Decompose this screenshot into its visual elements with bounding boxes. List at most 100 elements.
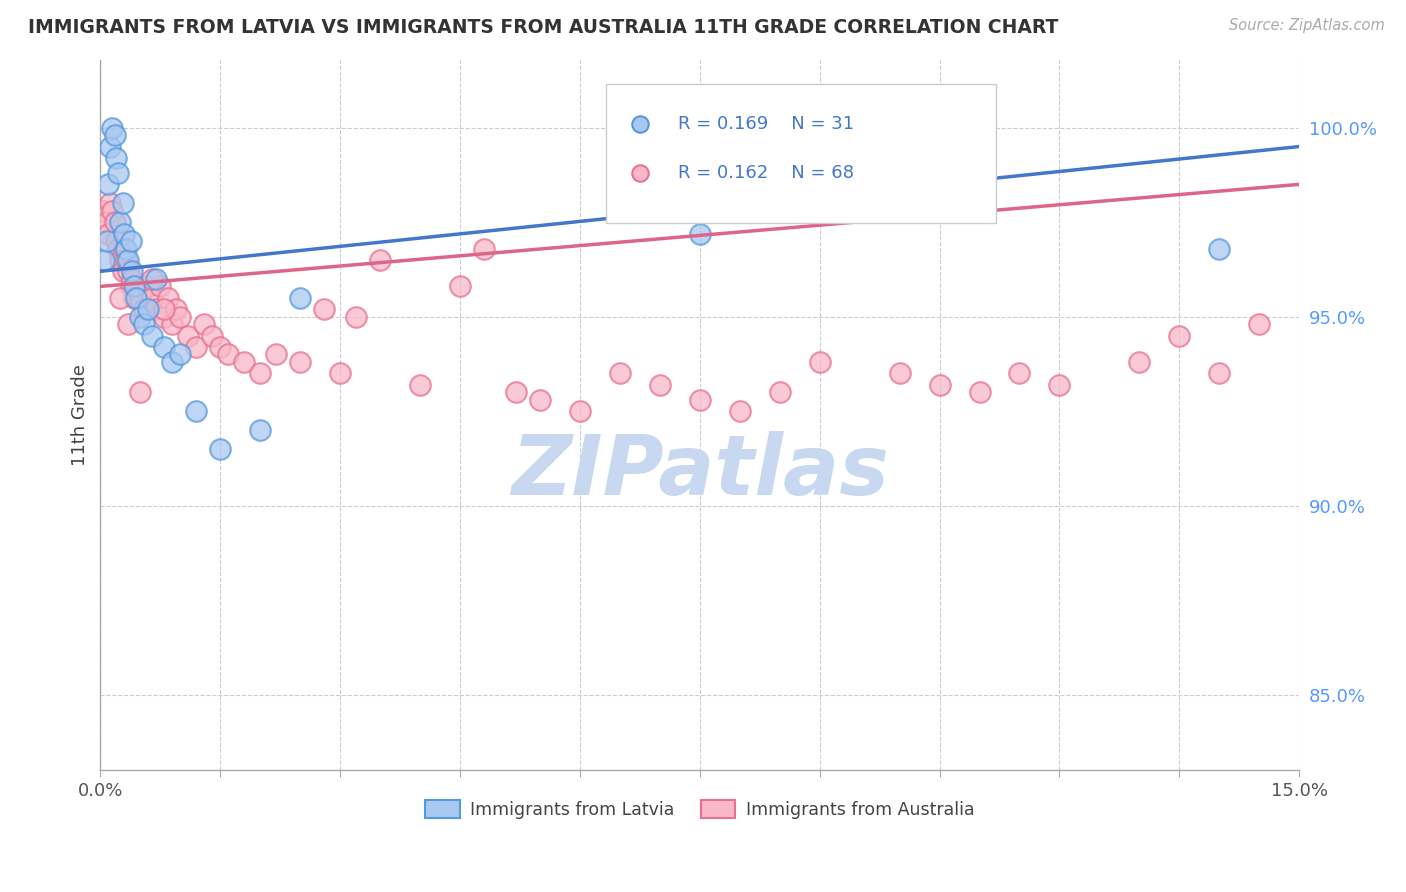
Point [134,317,156,331]
Point [193,317,215,331]
Point [1208,242,1230,256]
Text: Source: ZipAtlas.com: Source: ZipAtlas.com [1229,18,1385,33]
Point [122,291,145,305]
Point [101,120,124,135]
Point [134,302,156,317]
Point [117,317,139,331]
Point [969,385,991,400]
Point [115,252,138,267]
Point [249,367,271,381]
Point [117,264,139,278]
Point [125,291,148,305]
Point [449,279,471,293]
Point [97,227,120,241]
Text: R = 0.169    N = 31: R = 0.169 N = 31 [678,114,855,133]
Point [121,264,143,278]
Point [209,442,232,456]
Point [121,272,143,286]
Point [136,279,159,293]
Point [928,377,950,392]
Point [1249,317,1271,331]
Point [96,215,118,229]
Legend: Immigrants from Latvia, Immigrants from Australia: Immigrants from Latvia, Immigrants from … [418,793,981,826]
Point [329,367,352,381]
Point [120,279,142,293]
Point [769,385,792,400]
Point [120,234,142,248]
Point [98,139,121,153]
Point [609,367,631,381]
Point [145,302,167,317]
Point [162,355,184,369]
Point [209,340,232,354]
Point [129,291,152,305]
Point [141,328,163,343]
Point [201,328,224,343]
Point [314,302,336,317]
Point [141,291,163,305]
Point [162,317,184,331]
Point [568,404,591,418]
Point [115,242,138,256]
Point [149,279,172,293]
Point [111,196,134,211]
Point [728,404,751,418]
Point [1128,355,1150,369]
Point [169,347,191,361]
Point [136,302,159,317]
Point [107,166,129,180]
Point [153,340,176,354]
Point [233,355,256,369]
Text: ZIPatlas: ZIPatlas [510,432,889,512]
Point [98,196,121,211]
Point [157,291,180,305]
Point [122,279,145,293]
Point [505,385,527,400]
Point [153,302,176,317]
Text: IMMIGRANTS FROM LATVIA VS IMMIGRANTS FROM AUSTRALIA 11TH GRADE CORRELATION CHART: IMMIGRANTS FROM LATVIA VS IMMIGRANTS FRO… [28,18,1059,37]
Point [217,347,239,361]
Point [165,302,187,317]
Point [104,215,127,229]
Point [169,310,191,324]
Point [97,178,120,192]
Point [141,272,163,286]
Point [110,291,132,305]
Point [1008,367,1031,381]
Point [288,355,311,369]
Text: R = 0.162    N = 68: R = 0.162 N = 68 [678,164,855,182]
Point [288,291,311,305]
Point [186,404,208,418]
Point [648,377,671,392]
Point [249,423,271,437]
Point [117,252,139,267]
Point [145,272,167,286]
Point [112,242,135,256]
Point [689,392,711,407]
Point [105,234,128,248]
Point [96,234,118,248]
Point [101,203,124,218]
Point [125,279,148,293]
Point [93,252,115,267]
Point [111,264,134,278]
Y-axis label: 11th Grade: 11th Grade [72,364,89,466]
Point [112,227,135,241]
Point [110,252,132,267]
Point [344,310,367,324]
Point [1049,377,1071,392]
Point [409,377,432,392]
Point [107,242,129,256]
Point [105,151,128,165]
Point [889,367,911,381]
Point [1208,367,1230,381]
Point [529,392,551,407]
Point [177,328,200,343]
Point [153,310,176,324]
Point [472,242,495,256]
Point [368,252,391,267]
Point [264,347,287,361]
Point [689,227,711,241]
Point [808,355,831,369]
Point [186,340,208,354]
